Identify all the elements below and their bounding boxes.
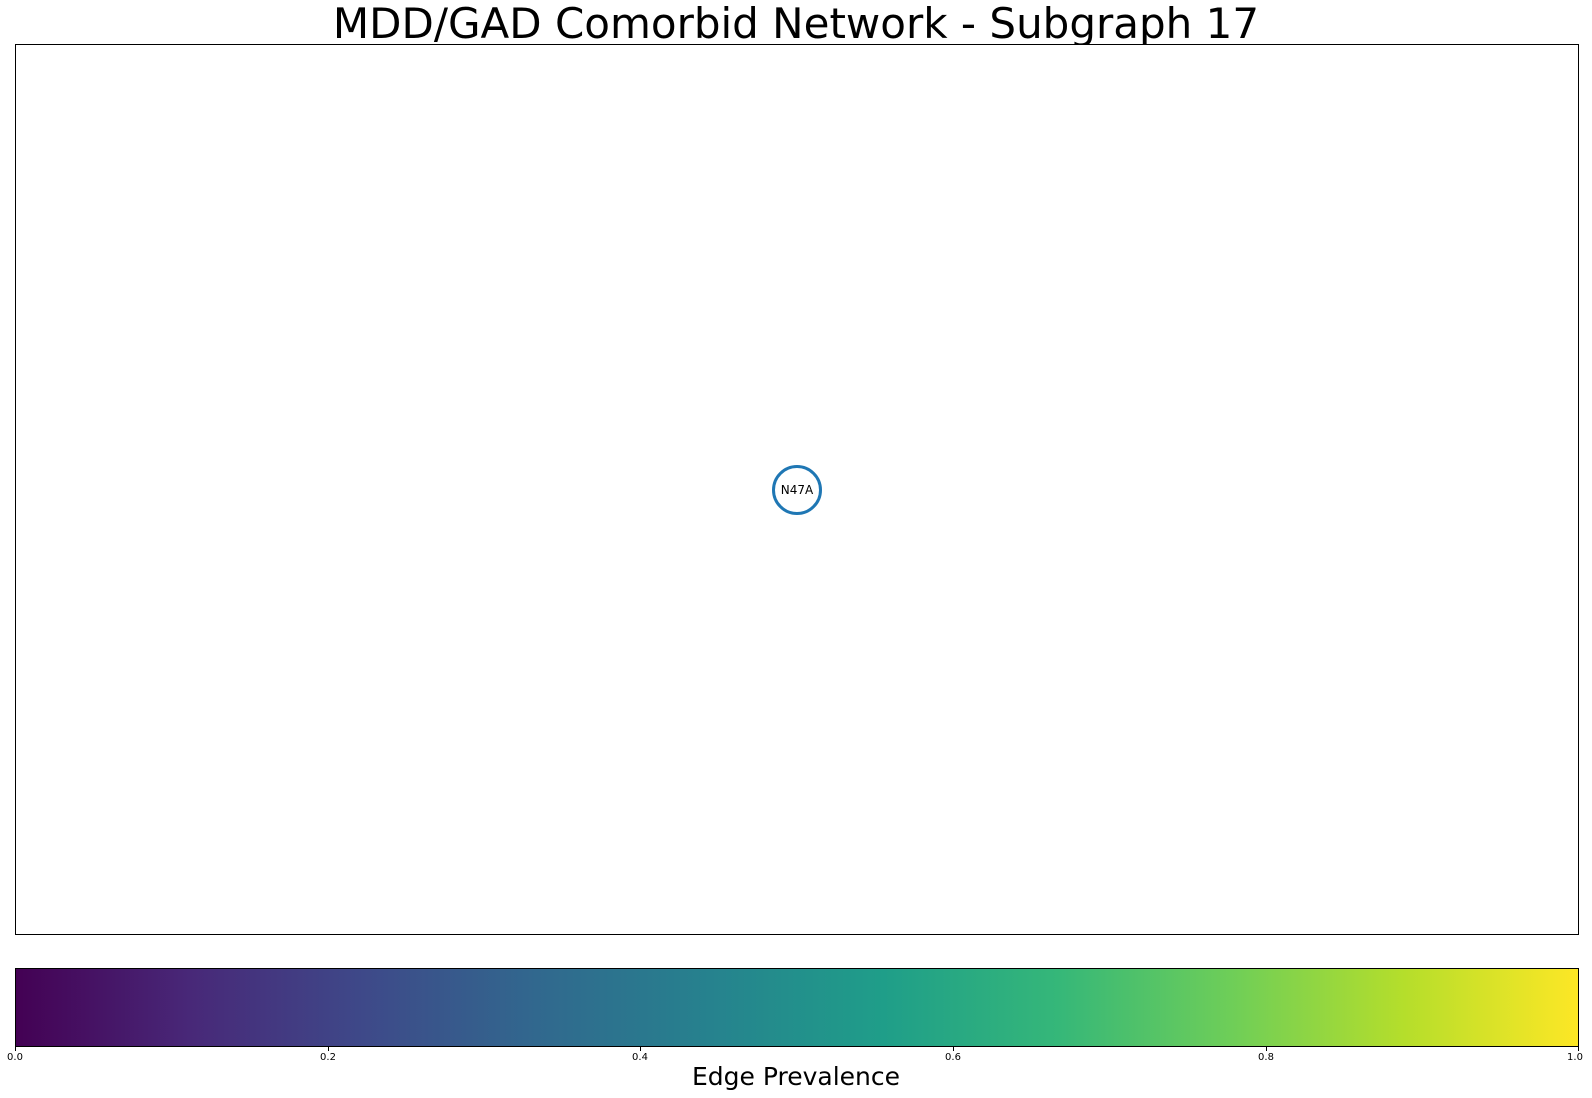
colorbar-label: Edge Prevalence xyxy=(691,1062,901,1091)
colorbar-tick-label: 0.8 xyxy=(1258,1052,1274,1063)
colorbar-tick-mark xyxy=(953,1047,954,1051)
colorbar-tick-mark xyxy=(1578,1047,1579,1051)
colorbar-tick-mark xyxy=(640,1047,641,1051)
node-label: N47A xyxy=(780,483,814,497)
colorbar-tick-label: 0.4 xyxy=(632,1052,648,1063)
colorbar-tick-mark xyxy=(15,1047,16,1051)
colorbar-gradient xyxy=(15,968,1579,1047)
colorbar-tick-mark xyxy=(328,1047,329,1051)
chart-title: MDD/GAD Comorbid Network - Subgraph 17 xyxy=(332,0,1260,48)
colorbar-tick-label: 0.0 xyxy=(7,1052,23,1063)
colorbar-tick-label: 1.0 xyxy=(1567,1052,1583,1063)
colorbar-tick-label: 0.6 xyxy=(945,1052,961,1063)
colorbar-tick-label: 0.2 xyxy=(320,1052,336,1063)
colorbar-tick-mark xyxy=(1266,1047,1267,1051)
network-node-n47a[interactable]: N47A xyxy=(772,465,822,515)
